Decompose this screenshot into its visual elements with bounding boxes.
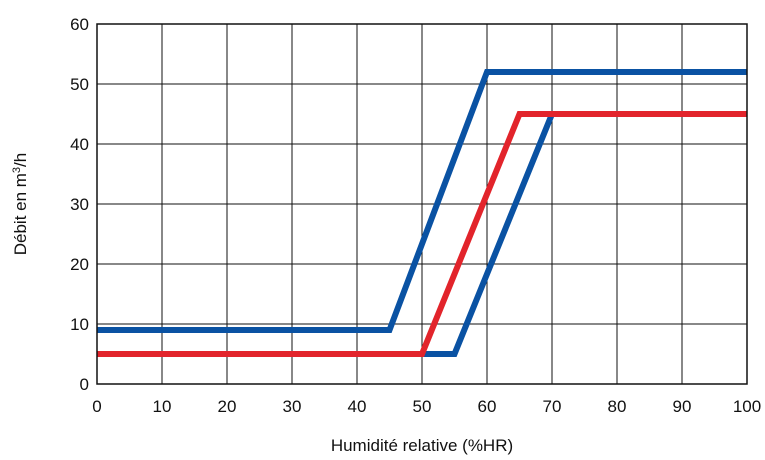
- y-tick-labels: 0 10 20 30 40 50 60: [70, 15, 89, 394]
- x-tick-label: 30: [283, 397, 302, 416]
- x-tick-label: 70: [543, 397, 562, 416]
- y-tick-label: 20: [70, 255, 89, 274]
- y-tick-label: 30: [70, 195, 89, 214]
- x-tick-label: 0: [92, 397, 101, 416]
- x-tick-label: 80: [608, 397, 627, 416]
- series-group: [97, 69, 747, 357]
- y-axis-label: Débit en m3/h: [11, 153, 30, 256]
- x-tick-label: 60: [478, 397, 497, 416]
- series-line-1: [97, 69, 747, 333]
- y-tick-label: 50: [70, 75, 89, 94]
- x-tick-label: 50: [413, 397, 432, 416]
- y-axis-label-tail: /h: [11, 153, 30, 167]
- y-tick-label: 10: [70, 315, 89, 334]
- x-axis-label: Humidité relative (%HR): [331, 436, 513, 455]
- x-tick-labels: 0 10 20 30 40 50 60 70 80 90 100: [92, 397, 761, 416]
- x-tick-label: 10: [153, 397, 172, 416]
- y-tick-label: 0: [80, 375, 89, 394]
- x-tick-label: 20: [218, 397, 237, 416]
- y-tick-label: 40: [70, 135, 89, 154]
- x-tick-label: 40: [348, 397, 367, 416]
- y-axis-label-superscript: 3: [11, 167, 23, 173]
- plot-frame: [96, 23, 748, 385]
- x-tick-label: 90: [673, 397, 692, 416]
- x-tick-label: 100: [733, 397, 761, 416]
- y-tick-label: 60: [70, 15, 89, 34]
- series-line-3: [97, 111, 747, 357]
- y-axis-label-main: Débit en m: [11, 173, 30, 255]
